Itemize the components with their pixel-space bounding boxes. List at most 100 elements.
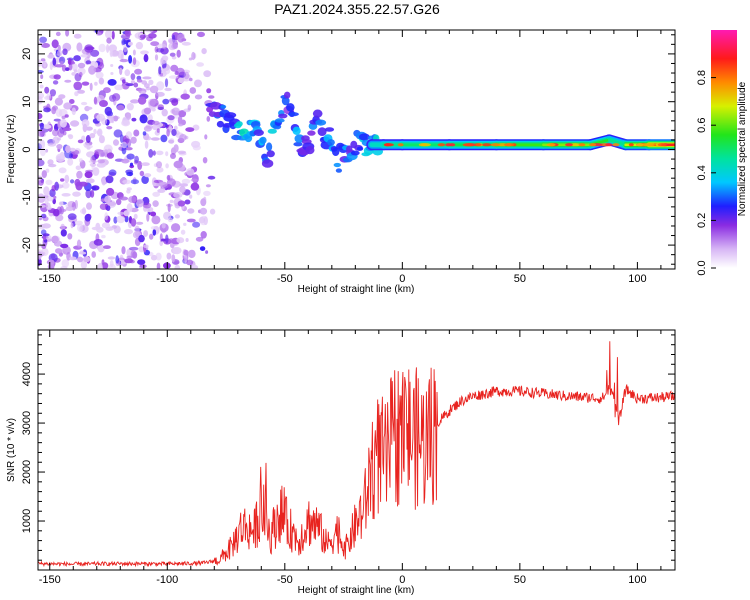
noise-blob <box>81 81 90 86</box>
noise-blob <box>75 165 82 171</box>
noise-blob <box>105 175 114 184</box>
noise-blob <box>92 186 96 191</box>
noise-blob <box>109 94 117 102</box>
y-tick-label: -10 <box>21 189 33 205</box>
noise-blob <box>167 217 173 223</box>
noise-blob <box>60 265 68 269</box>
noise-blob <box>84 214 92 222</box>
noise-blob <box>148 149 154 158</box>
noise-blob <box>45 179 53 185</box>
noise-blob <box>180 93 190 100</box>
noise-blob <box>173 160 183 169</box>
track-blob <box>261 159 274 168</box>
noise-blob <box>38 61 43 67</box>
noise-blob <box>103 87 111 94</box>
y-tick-label: 20 <box>21 48 33 60</box>
noise-blob <box>98 151 106 158</box>
noise-blob <box>119 196 129 201</box>
noise-blob <box>126 113 132 120</box>
noise-blob <box>170 64 179 72</box>
noise-blob <box>99 100 108 107</box>
noise-blob <box>55 31 61 37</box>
noise-blob <box>143 244 149 249</box>
noise-blob <box>60 178 65 182</box>
noise-blob <box>131 117 137 122</box>
noise-blob <box>73 81 83 90</box>
spectrogram-signal-track <box>205 91 675 173</box>
y-tick-label: 4000 <box>21 362 33 386</box>
noise-blob <box>133 213 138 220</box>
noise-blob <box>97 244 105 253</box>
spectrogram-x-label: Height of straight line (km) <box>298 284 415 295</box>
noise-blob <box>42 233 50 237</box>
noise-blob <box>40 224 46 228</box>
noise-blob <box>89 162 97 167</box>
noise-blob <box>105 30 113 39</box>
track-blob <box>317 127 327 136</box>
noise-blob <box>58 201 64 206</box>
noise-blob <box>96 162 106 168</box>
noise-blob <box>104 212 109 221</box>
noise-blob <box>177 150 187 154</box>
noise-blob <box>106 152 114 159</box>
noise-blob <box>65 145 71 154</box>
noise-blob <box>123 210 130 217</box>
noise-blob <box>204 134 208 140</box>
noise-blob <box>113 216 118 224</box>
noise-blob <box>162 67 171 75</box>
noise-blob <box>172 247 182 255</box>
track-blob <box>307 130 316 136</box>
noise-blob <box>130 80 135 84</box>
noise-blob <box>62 127 72 132</box>
track-hotspot <box>578 143 586 147</box>
noise-blob <box>38 70 44 74</box>
track-hotspot <box>636 143 644 147</box>
noise-blob <box>104 195 111 203</box>
noise-blob <box>155 150 164 156</box>
noise-blob <box>155 252 162 261</box>
noise-blob <box>101 222 110 229</box>
noise-blob <box>189 87 197 94</box>
noise-blob <box>145 136 152 141</box>
noise-blob <box>143 230 149 237</box>
noise-blob <box>96 130 102 135</box>
noise-blob <box>205 184 211 188</box>
noise-blob <box>104 106 113 116</box>
noise-blob <box>134 225 140 234</box>
noise-blob <box>183 222 187 226</box>
noise-blob <box>121 141 128 149</box>
noise-blob <box>57 128 65 138</box>
noise-blob <box>139 264 147 269</box>
noise-blob <box>70 222 74 229</box>
noise-blob <box>109 48 113 58</box>
noise-blob <box>147 114 153 122</box>
noise-blob <box>150 41 160 47</box>
noise-blob <box>117 49 124 59</box>
noise-blob <box>55 153 65 162</box>
noise-blob <box>78 158 83 163</box>
noise-blob <box>196 62 205 67</box>
noise-blob <box>77 67 86 76</box>
noise-blob <box>168 139 175 144</box>
noise-blob <box>92 167 100 176</box>
noise-blob <box>132 57 137 65</box>
noise-blob <box>144 173 152 178</box>
noise-blob <box>90 49 100 57</box>
noise-blob <box>39 84 44 89</box>
noise-blob <box>189 77 193 82</box>
track-hotspot <box>546 143 556 147</box>
noise-blob <box>38 193 45 200</box>
noise-blob <box>67 233 73 240</box>
noise-blob <box>89 82 93 91</box>
noise-blob <box>39 36 47 43</box>
noise-blob <box>209 208 216 215</box>
noise-blob <box>116 198 122 206</box>
noise-blob <box>40 148 46 157</box>
noise-blob <box>128 196 137 203</box>
noise-blob <box>187 104 192 111</box>
snr-panel: -150 -100 -50 0 50 100 1000 2000 3000 4000 Heigh… <box>6 329 676 596</box>
noise-blob <box>129 162 134 167</box>
noise-blob <box>106 37 112 44</box>
noise-blob <box>156 161 162 169</box>
